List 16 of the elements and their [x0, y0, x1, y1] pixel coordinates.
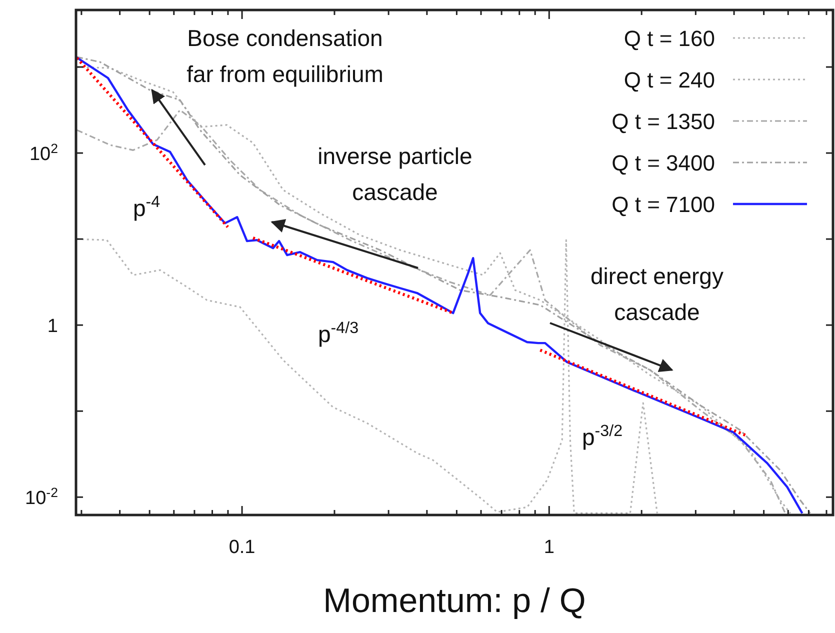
y-tick-label: 10$^{2}$	[29, 140, 58, 166]
annotation: direct energy cascade	[590, 263, 724, 325]
legend-label: Q t = 7100	[612, 192, 715, 217]
annotation: inverse particle cascade	[318, 143, 472, 205]
legend-label: Q t = 3400	[612, 150, 715, 176]
legend-label: Q t = 160	[624, 26, 715, 51]
x-axis-title: Momentum: p / Q	[323, 582, 586, 620]
y-tick-label: 10$^{-2}$	[25, 484, 58, 510]
x-tick-label: 0.1	[228, 537, 256, 558]
annotation: p$^{-4}$	[133, 193, 160, 221]
annotation: Bose condensation far from equilibrium	[186, 25, 384, 87]
y-tick-label: 1	[47, 316, 58, 338]
legend-label: Q t = 240	[624, 68, 715, 92]
legend-label: Q t = 1350	[612, 109, 715, 134]
annotation: p$^{-4/3}$	[318, 319, 359, 347]
annotation: p$^{-3/2}$	[582, 422, 623, 450]
